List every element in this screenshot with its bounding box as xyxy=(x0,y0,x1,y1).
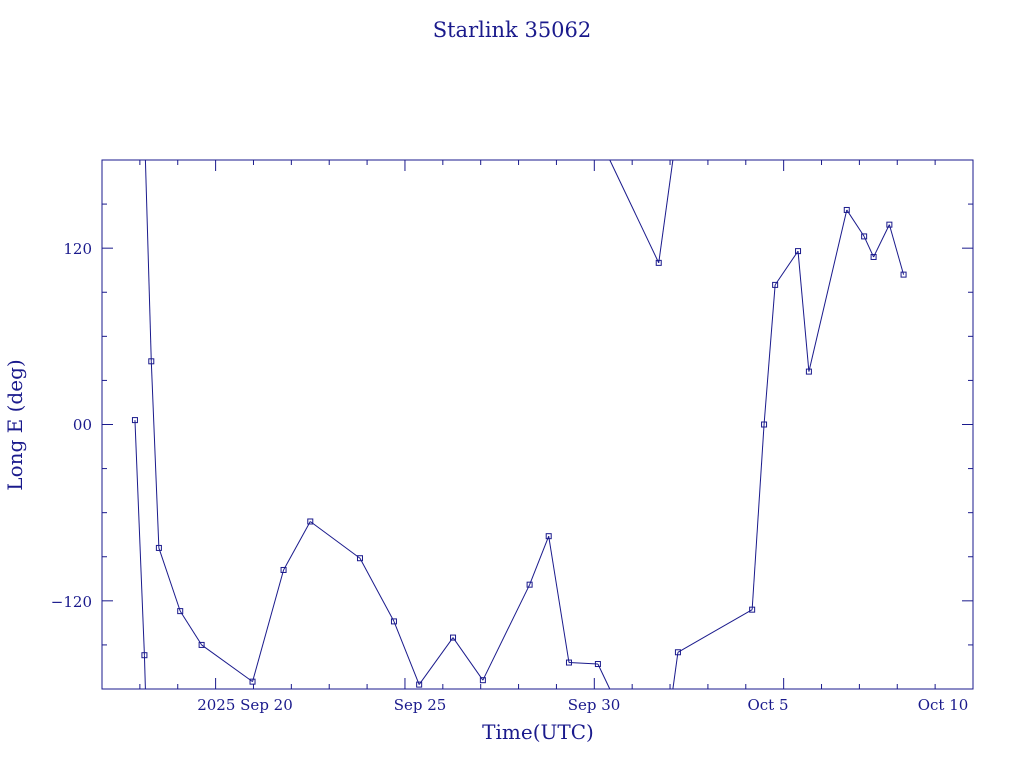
data-point xyxy=(131,417,138,424)
series-segment xyxy=(143,655,146,690)
x-tick-label: Sep 25 xyxy=(394,696,447,714)
series-segment xyxy=(158,547,181,612)
data-point xyxy=(148,358,155,365)
data-point xyxy=(198,641,205,648)
x-tick-label: 2025 Sep 20 xyxy=(197,696,293,714)
series-segment xyxy=(808,209,848,372)
data-point xyxy=(390,618,397,625)
data-point xyxy=(870,253,877,260)
data-point xyxy=(674,649,681,656)
y-tick-label: 120 xyxy=(63,240,92,258)
series-segment xyxy=(359,557,395,622)
series-segment xyxy=(751,424,765,610)
data-point xyxy=(886,221,893,228)
data-point xyxy=(450,634,457,641)
data-point xyxy=(900,271,907,278)
series-segment xyxy=(888,224,905,275)
series-segment xyxy=(482,584,531,681)
series-segment xyxy=(672,652,679,690)
data-point xyxy=(479,677,486,684)
series-segment xyxy=(846,209,865,237)
y-tick-label: 00 xyxy=(73,416,92,434)
x-axis-label: Time(UTC) xyxy=(482,720,594,744)
series-segment xyxy=(763,284,776,425)
data-point xyxy=(594,661,601,668)
data-point xyxy=(177,608,184,615)
series-segment xyxy=(774,250,799,286)
series-segment xyxy=(283,521,311,571)
data-point xyxy=(416,681,423,688)
series-segment xyxy=(252,569,285,682)
data-point xyxy=(795,248,802,255)
x-tick-label: Oct 10 xyxy=(918,696,969,714)
series-segment xyxy=(134,420,145,656)
data-point xyxy=(249,678,256,685)
series-longitude xyxy=(131,159,907,690)
data-point xyxy=(545,533,552,540)
series-segment xyxy=(797,251,810,372)
data-point xyxy=(772,281,779,288)
x-tick-label: Sep 30 xyxy=(568,696,621,714)
series-segment xyxy=(144,159,152,362)
data-point xyxy=(749,606,756,613)
x-tick-label: Oct 5 xyxy=(747,696,788,714)
series-segment xyxy=(179,610,203,646)
series-segment xyxy=(452,637,484,681)
series-segment xyxy=(393,621,420,685)
data-point xyxy=(307,518,314,525)
data-point xyxy=(655,259,662,266)
data-point xyxy=(805,368,812,375)
series-segment xyxy=(597,663,611,690)
data-point xyxy=(141,652,148,659)
series-segment xyxy=(677,609,753,653)
series-segment xyxy=(548,536,570,663)
series-segment xyxy=(609,159,660,264)
plot-frame xyxy=(101,159,974,690)
series-segment xyxy=(658,159,674,263)
data-point xyxy=(861,233,868,240)
series-segment xyxy=(568,662,598,665)
axis-ticks xyxy=(101,159,974,690)
data-point xyxy=(526,581,533,588)
data-point xyxy=(356,555,363,562)
data-point xyxy=(565,659,572,666)
data-point xyxy=(155,544,162,551)
series-segment xyxy=(418,637,454,685)
y-axis-label: Long E (deg) xyxy=(3,359,27,490)
series-segment xyxy=(309,521,361,559)
series-segment xyxy=(150,361,160,548)
series-segment xyxy=(201,644,253,683)
series-segment xyxy=(863,236,875,258)
data-point xyxy=(761,421,768,428)
series-segment xyxy=(873,224,890,258)
series-segment xyxy=(529,535,550,585)
data-point xyxy=(280,566,287,573)
data-point xyxy=(843,206,850,213)
chart-title: Starlink 35062 xyxy=(433,18,592,42)
y-tick-label: −120 xyxy=(51,593,92,611)
